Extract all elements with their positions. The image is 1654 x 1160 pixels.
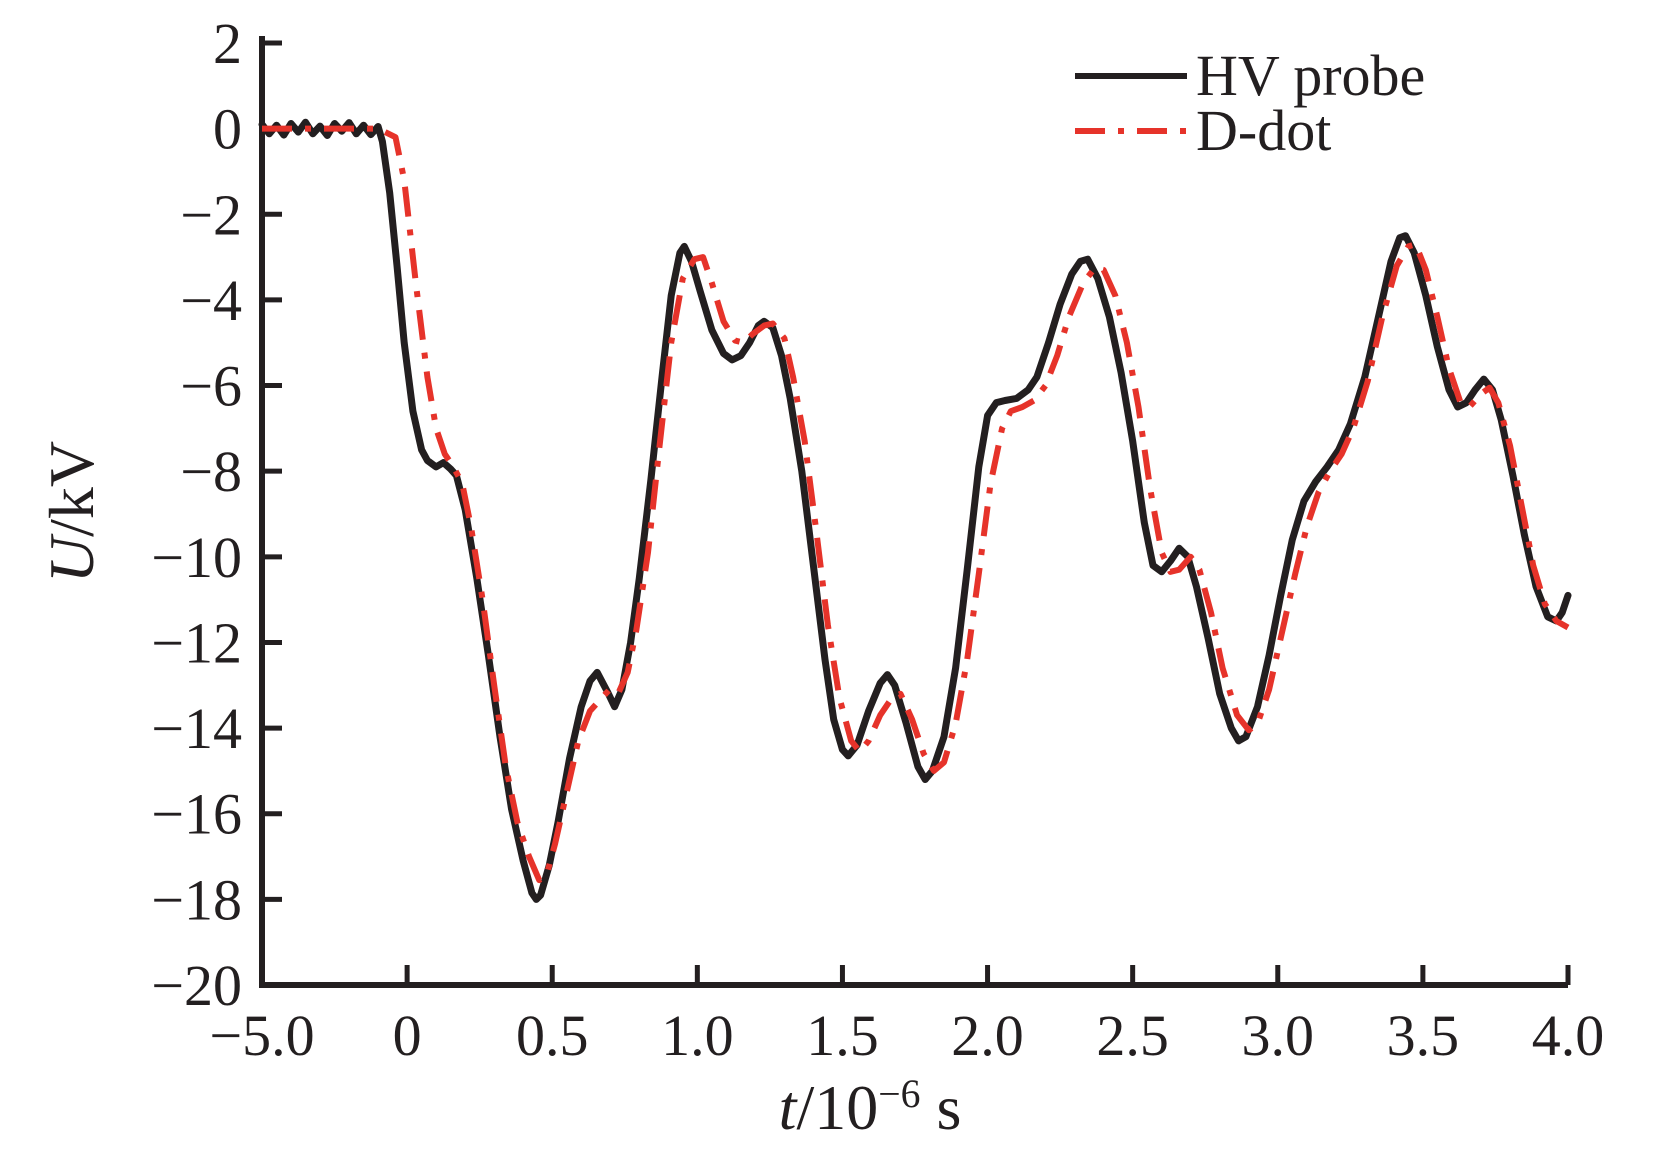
x-axis-variable: t: [778, 1072, 797, 1144]
series-hv-probe-curve: [258, 118, 1572, 903]
x-axis-tick-label: 1.0: [661, 1003, 734, 1068]
x-axis-tick-label: 2.0: [951, 1003, 1024, 1068]
x-axis-tick-label: 3.5: [1387, 1003, 1460, 1068]
y-axis-tick-label: −18: [151, 867, 242, 932]
x-axis-tick-label: 4.0: [1532, 1003, 1605, 1068]
legend: HV probe D-dot: [1072, 43, 1426, 163]
x-axis-tick-label: 3.0: [1242, 1003, 1315, 1068]
axes-spines: [259, 36, 1568, 988]
y-axis-tick-label: −6: [180, 354, 242, 419]
x-axis-tick-label: 2.5: [1096, 1003, 1169, 1068]
y-axis-tick-label: −10: [151, 525, 242, 590]
x-axis-tick-label: 0.5: [516, 1003, 589, 1068]
legend-item-d-dot: D-dot: [1072, 98, 1425, 163]
legend-label-hv-probe: HV probe: [1196, 43, 1426, 108]
y-axis-title: U/kV: [35, 441, 109, 583]
x-axis-prefix: /10: [796, 1072, 879, 1144]
y-axis-tick-label: 2: [213, 11, 242, 76]
y-axis-tick-label: −4: [180, 268, 242, 333]
y-axis-variable: U: [36, 536, 107, 584]
x-axis-tick-label: 0: [393, 1003, 422, 1068]
y-axis-tick-label: −16: [151, 782, 242, 847]
y-axis-tick-label: −12: [151, 610, 242, 675]
y-axis-tick-label: −8: [180, 439, 242, 504]
x-axis-tick-label: −5.0: [209, 1003, 314, 1068]
x-axis-exponent: −6: [878, 1071, 921, 1116]
series-d-dot-curve: [262, 125, 1570, 884]
y-axis-tick-label: −20: [151, 953, 242, 1018]
x-axis-title: t/10−6 s: [779, 1071, 962, 1145]
legend-item-hv-probe: HV probe: [1072, 43, 1426, 108]
y-axis-tick-label: 0: [213, 97, 242, 162]
y-axis-tick-label: −14: [151, 696, 242, 761]
legend-label-d-dot: D-dot: [1196, 98, 1332, 163]
x-axis-unit: s: [920, 1072, 962, 1144]
hv-probe-line-icon: [1075, 72, 1187, 79]
y-axis-tick-label: −2: [180, 182, 242, 247]
x-axis-tick-label: 1.5: [806, 1003, 879, 1068]
d-dot-line-icon: [1075, 127, 1187, 134]
y-axis-unit: /kV: [36, 440, 107, 537]
